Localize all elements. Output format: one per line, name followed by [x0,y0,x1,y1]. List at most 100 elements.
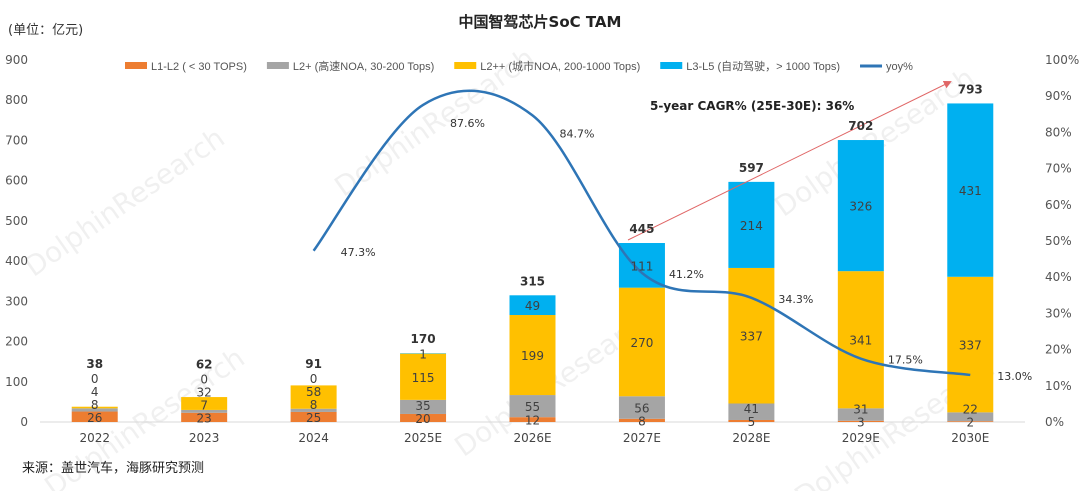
y2-tick-label: 90% [1045,89,1072,103]
bar-segment [290,385,337,409]
y2-tick-label: 60% [1045,198,1072,212]
y-tick-label: 800 [5,93,28,107]
y2-tick-label: 80% [1045,125,1072,139]
yoy-label: 41.2% [669,268,704,281]
bar-segment [509,417,556,422]
x-tick-label: 2022 [79,431,110,445]
segment-label: 2 [966,416,974,430]
y-tick-label: 100 [5,375,28,389]
bar-segment [509,295,556,316]
legend-label: L3-L5 (自动驾驶，> 1000 Tops) [686,59,840,73]
x-tick-label: 2030E [951,431,989,445]
cagr-annotation: 5-year CAGR% (25E-30E): 36% [650,99,854,113]
legend-label: L1-L2 ( < 30 TOPS) [151,61,247,73]
bar-segment [837,140,884,272]
cagr-arrow [627,81,952,241]
y2-tick-label: 100% [1045,53,1079,67]
total-label: 62 [196,357,213,371]
y-tick-label: 400 [5,254,28,268]
segment-label: 270 [630,336,653,350]
segment-label: 32 [197,385,212,399]
y-tick-label: 700 [5,133,28,147]
segment-label: 199 [521,349,544,363]
segment-label: 35 [415,399,430,413]
total-label: 445 [629,222,654,236]
segment-label: 12 [525,414,540,428]
bar-segment [181,412,228,422]
bar-segment [71,411,118,422]
source-note: 来源：盖世汽车，海豚研究预测 [22,460,204,476]
x-tick-label: 2027E [623,431,661,445]
segment-label: 58 [306,385,321,399]
y-tick-label: 500 [5,214,28,228]
bar-segment [837,420,884,422]
bar-segment [181,409,228,413]
x-tick-label: 2026E [513,431,551,445]
segment-label: 0 [91,372,99,386]
segment-label: 337 [959,339,982,353]
y2-tick-label: 10% [1045,379,1072,393]
total-label: 597 [739,161,764,175]
bar-segment [400,353,447,400]
segment-label: 0 [200,372,208,386]
segment-label: 5 [748,415,756,429]
y-tick-label: 200 [5,335,28,349]
y-tick-label: 0 [20,415,28,429]
bar-segment [837,408,884,421]
y2-tick-label: 20% [1045,343,1072,357]
total-label: 91 [305,357,322,371]
total-label: 702 [848,119,873,133]
segment-label: 115 [412,371,435,385]
bar-segment [947,103,994,277]
watermark: DolphinResearch [18,121,230,283]
bar-segment [947,421,994,422]
legend-swatch [660,62,683,69]
yoy-label: 84.7% [560,127,595,140]
segment-label: 1 [419,347,427,361]
bar-segment [728,403,775,420]
y-tick-label: 900 [5,53,28,67]
yoy-label: 34.3% [778,293,813,306]
bar-segment [181,397,228,410]
segment-label: 56 [634,401,649,415]
y-tick-label: 600 [5,174,28,188]
y2-tick-label: 0% [1045,415,1064,429]
x-tick-label: 2025E [404,431,442,445]
y2-tick-label: 40% [1045,270,1072,284]
legend: L1-L2 ( < 30 TOPS) L2+ (高速NOA, 30-200 Top… [125,59,913,73]
bar-segment [618,396,665,419]
segment-label: 7 [200,398,208,412]
bar-segment [509,315,556,396]
segment-label: 20 [415,412,430,426]
segment-label: 214 [740,219,763,233]
chart-title: 中国智驾芯片SoC TAM [459,13,622,31]
bar-segment [618,287,665,397]
legend-swatch [266,62,289,69]
segment-label: 341 [849,334,872,348]
bar-segment [71,408,118,412]
y2-tick-label: 50% [1045,234,1072,248]
yoy-line [312,89,971,377]
bar-segment [290,408,337,412]
legend-label: L2++ (城市NOA, 200-1000 Tops) [480,59,640,73]
bar-segment [290,411,337,422]
bar-segment [728,181,775,268]
segment-label: 41 [744,402,759,416]
bar-segment [400,399,447,414]
yoy-label: 13.0% [997,370,1032,383]
x-tick-label: 2029E [842,431,880,445]
bar-segment [509,395,556,418]
legend-label: yoy% [886,61,913,73]
x-tick-label: 2023 [189,431,220,445]
segment-label: 8 [310,398,318,412]
unit-label: (单位：亿元) [8,23,83,38]
segment-label: 25 [306,411,321,425]
total-label: 38 [86,357,103,371]
segment-label: 8 [91,398,99,412]
bar-segment [947,276,994,413]
segment-label: 49 [525,299,540,313]
segment-label: 3 [857,415,865,429]
segment-label: 326 [849,200,872,214]
y2-tick-label: 30% [1045,306,1072,320]
